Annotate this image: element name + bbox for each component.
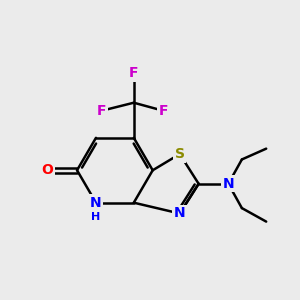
Text: F: F [97, 104, 106, 118]
Text: S: S [175, 147, 185, 161]
Text: H: H [91, 212, 101, 222]
Text: F: F [129, 66, 139, 80]
Text: N: N [174, 206, 185, 220]
Text: N: N [223, 177, 234, 191]
Text: F: F [159, 104, 168, 118]
Text: N: N [90, 196, 102, 210]
Text: O: O [41, 163, 53, 177]
